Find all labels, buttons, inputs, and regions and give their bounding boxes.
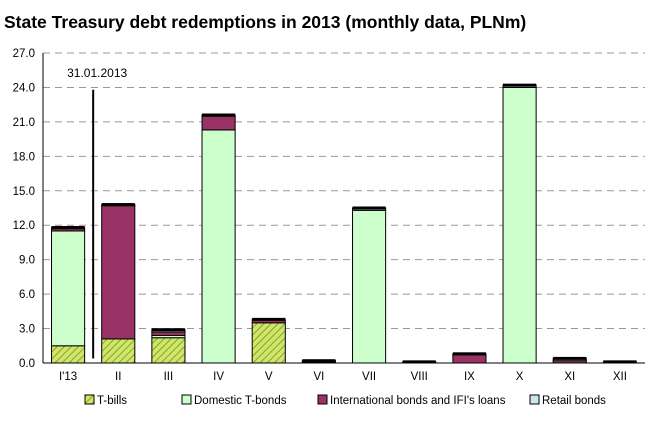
- bar-top-cap: [202, 113, 236, 117]
- bar-top-cap: [402, 360, 436, 364]
- bar-top-cap: [603, 360, 637, 364]
- y-tick-label: 24.0: [13, 82, 35, 94]
- legend-label: International bonds and IFI's loans: [330, 395, 506, 407]
- bar-top-cap: [352, 206, 386, 210]
- annotation-label: 31.01.2013: [67, 66, 127, 80]
- y-tick-label: 15.0: [13, 186, 35, 198]
- bar-segment: [201, 129, 236, 364]
- legend-swatch: [317, 394, 328, 405]
- x-tick-label: VII: [362, 371, 376, 383]
- bar-segment: [101, 338, 136, 364]
- bar-segment: [352, 209, 387, 364]
- legend-swatch: [84, 394, 95, 405]
- y-tick-label: 0.0: [19, 358, 35, 370]
- x-tick-label: II: [115, 371, 121, 383]
- legend-label: T-bills: [97, 395, 127, 407]
- legend-label: Retail bonds: [542, 395, 606, 407]
- y-tick-label: 27.0: [13, 48, 35, 60]
- chart-title: State Treasury debt redemptions in 2013 …: [4, 12, 526, 32]
- bar-segment: [151, 337, 186, 364]
- bar-top-cap: [553, 356, 587, 360]
- bar-segment: [151, 331, 186, 336]
- x-tick-label: I'13: [59, 371, 77, 383]
- y-tick-label: 3.0: [19, 324, 35, 336]
- y-tick-label: 6.0: [19, 289, 35, 301]
- x-tick-label: VI: [313, 371, 324, 383]
- bar-segment: [251, 322, 286, 364]
- axis-layer: 0.0 3.0 6.0 9.0 12.0 15.0 18.0 21.0 24.0 27.0 I'13…: [13, 48, 645, 383]
- bars-layer: [51, 83, 637, 364]
- bar-segment: [51, 230, 86, 347]
- y-tick-label: 12.0: [13, 220, 35, 232]
- bar-segment: [51, 345, 86, 364]
- bar-top-cap: [503, 83, 537, 87]
- bar-segment: [101, 205, 136, 340]
- legend: T-bills Domestic T-bonds International bon…: [84, 394, 606, 407]
- x-tick-label: IX: [464, 371, 475, 383]
- legend-swatch: [181, 394, 192, 405]
- x-tick-label: IV: [213, 371, 224, 383]
- bar-segment: [201, 115, 236, 131]
- y-tick-label: 21.0: [13, 117, 35, 129]
- bar-top-cap: [51, 226, 85, 230]
- x-tick-label: XII: [613, 371, 627, 383]
- y-tick-label: 9.0: [19, 255, 35, 267]
- x-tick-label: V: [265, 371, 273, 383]
- y-tick-label: 18.0: [13, 151, 35, 163]
- bar-top-cap: [252, 317, 286, 321]
- legend-label: Domestic T-bonds: [194, 395, 287, 407]
- x-tick-label: XI: [564, 371, 575, 383]
- bar-top-cap: [101, 203, 135, 207]
- x-tick-label: III: [164, 371, 174, 383]
- bar-top-cap: [452, 352, 486, 356]
- bar-segment: [502, 86, 537, 364]
- x-tick-label: VIII: [411, 371, 428, 383]
- bar-top-cap: [302, 359, 336, 363]
- grid-layer: [43, 52, 645, 330]
- x-tick-label: X: [516, 371, 524, 383]
- legend-swatch: [529, 394, 540, 405]
- bar-segment: [452, 354, 487, 364]
- bar-top-cap: [151, 328, 185, 332]
